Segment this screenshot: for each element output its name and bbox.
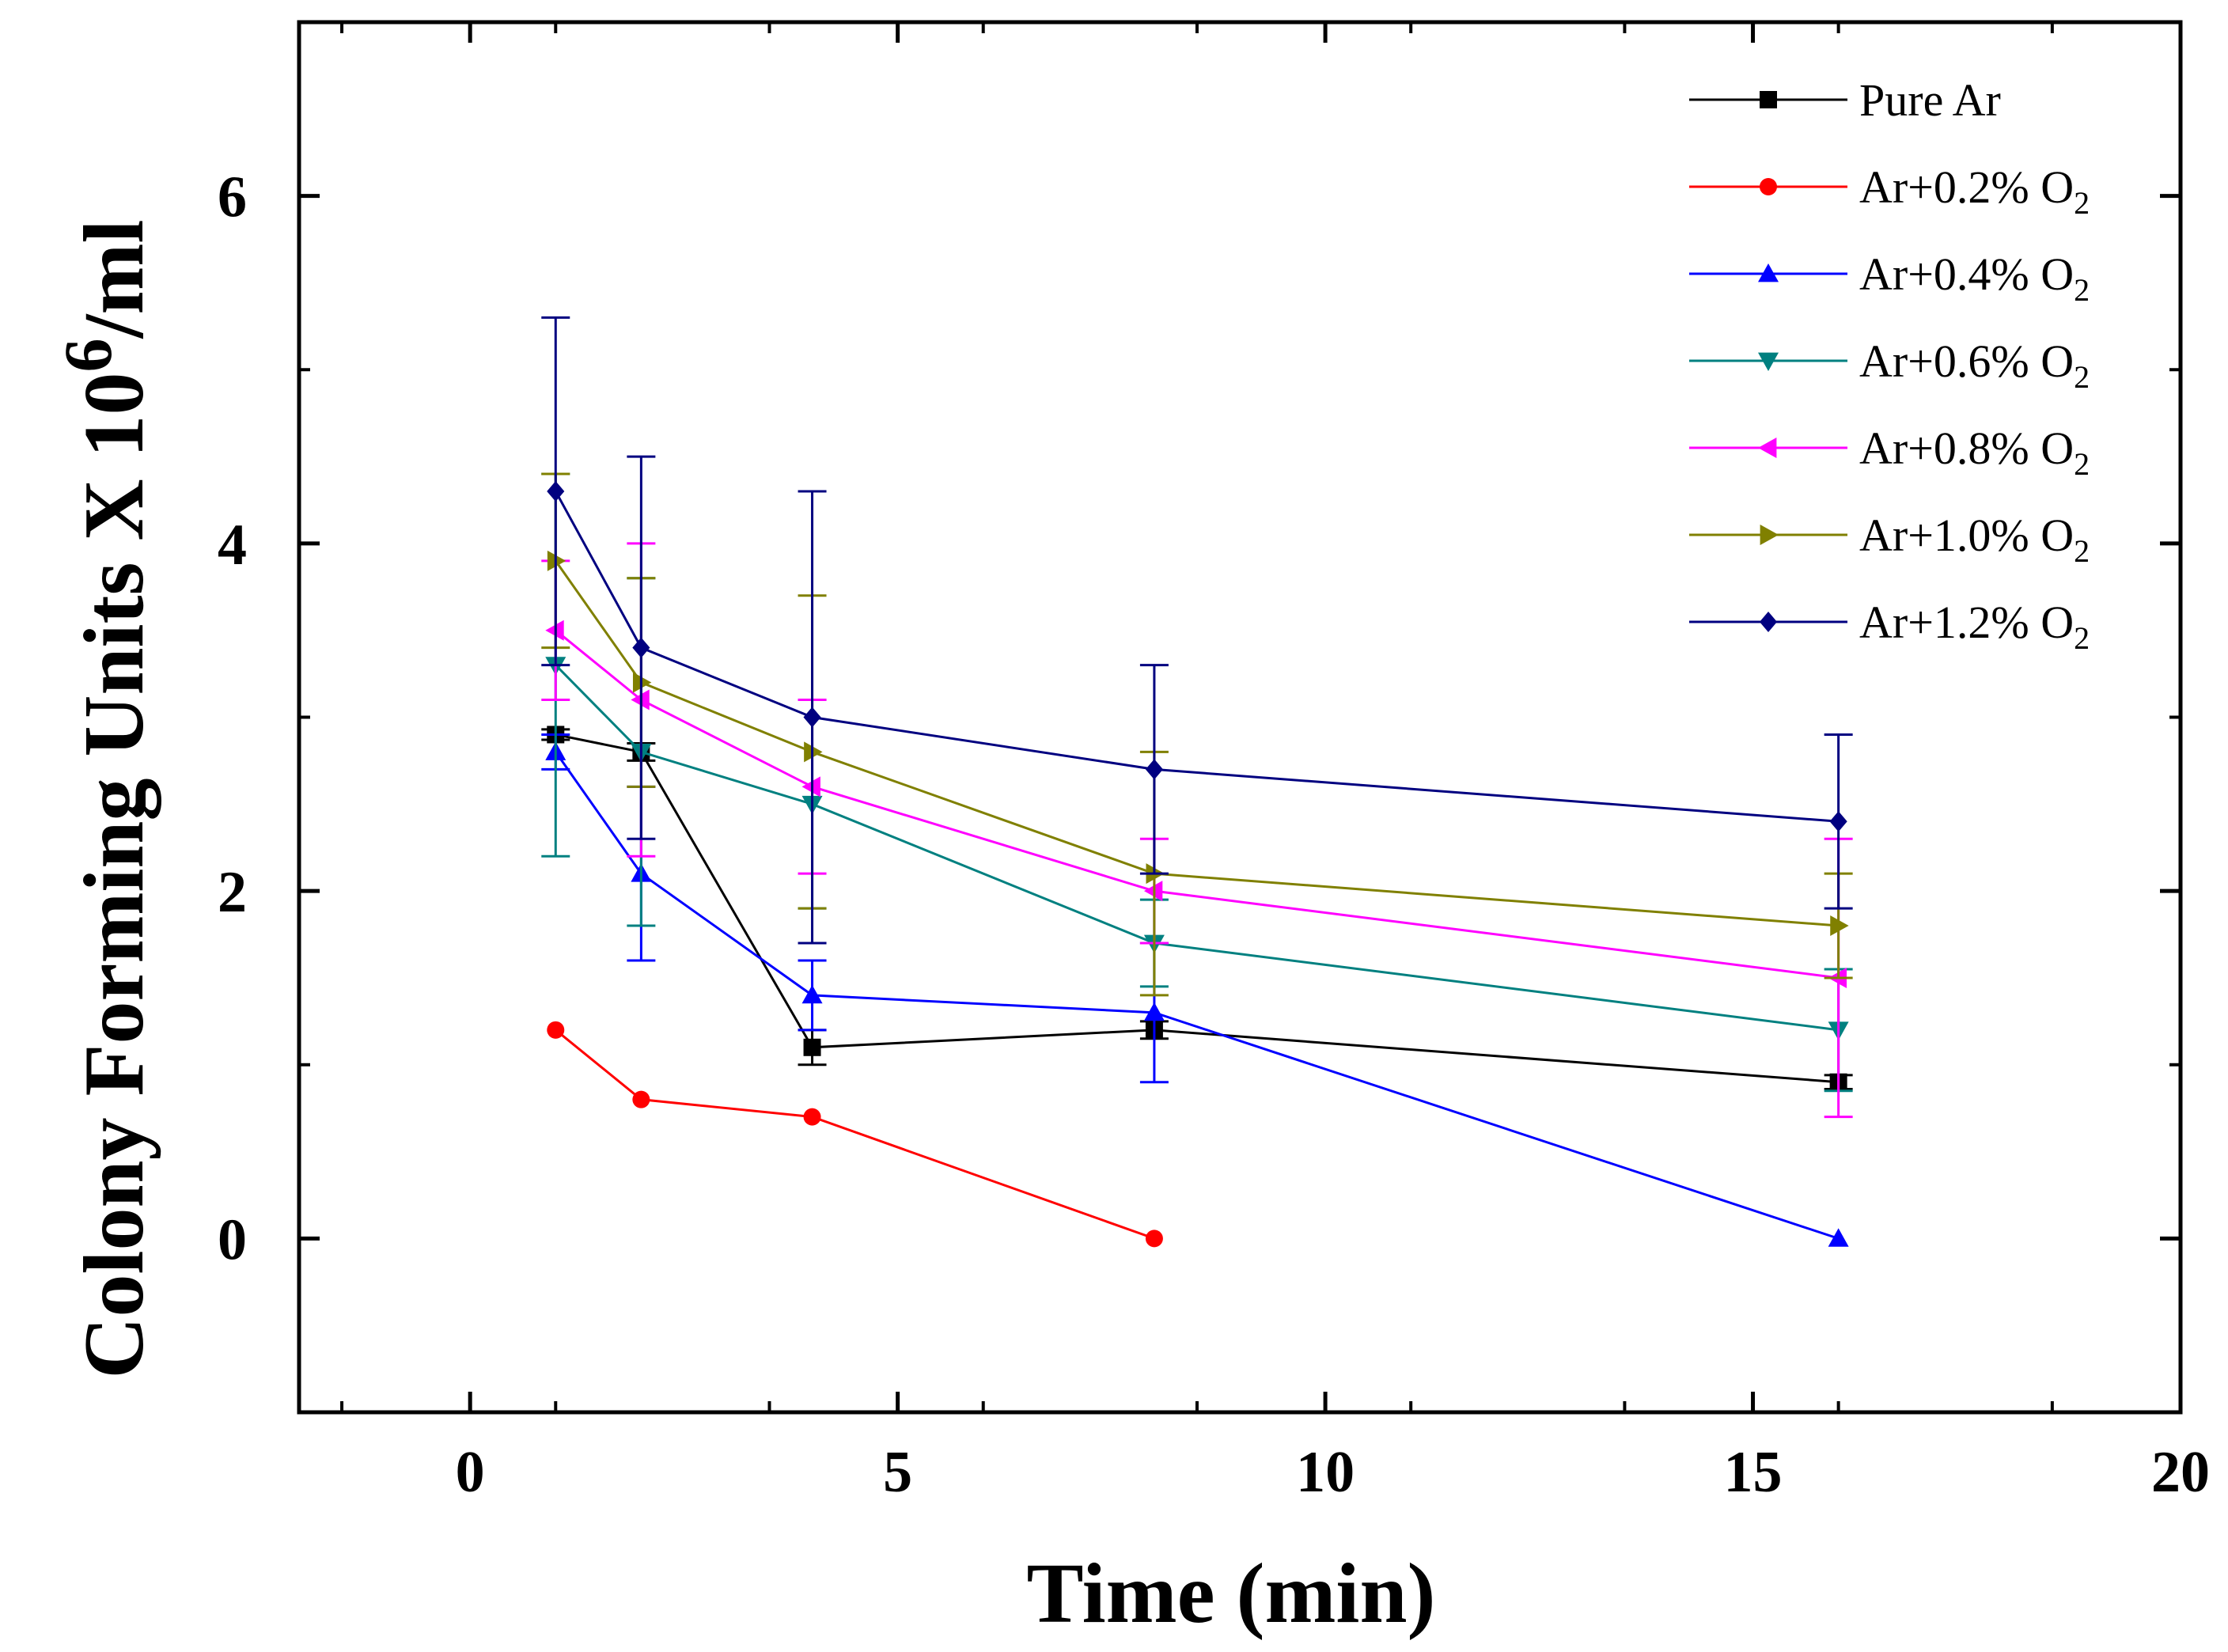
data-point: [803, 1108, 821, 1126]
legend-label: Pure Ar: [1859, 74, 2001, 126]
data-point: [1829, 811, 1847, 832]
legend-label-subscript: 2: [2074, 359, 2090, 395]
x-tick-label: 10: [1296, 1440, 1355, 1505]
data-point: [1145, 1230, 1163, 1248]
legend-label: Ar+0.6% O2: [1859, 335, 2090, 395]
legend-marker: [1758, 263, 1779, 282]
legend-label-subscript: 2: [2074, 620, 2090, 656]
legend-label: Ar+0.8% O2: [1859, 422, 2090, 482]
legend-marker: [1760, 91, 1777, 108]
series-1: [547, 1021, 1163, 1248]
data-point: [803, 1038, 821, 1056]
x-tick-label: 5: [883, 1440, 912, 1505]
axis-ticks: 0 5 10 15 20 0 2 4 6: [218, 21, 2210, 1505]
legend-label: Ar+0.2% O2: [1859, 161, 2090, 221]
legend-label-subscript: 2: [2074, 185, 2090, 221]
legend-label-text: Ar+1.2% O: [1859, 597, 2074, 648]
y-tick-label: 6: [218, 165, 247, 230]
data-point: [632, 637, 650, 658]
y-tick-label: 2: [218, 860, 247, 925]
legend-label-text: Ar+0.8% O: [1859, 422, 2074, 474]
legend-entry-6: Ar+1.2% O2: [1689, 597, 2090, 656]
legend-entry-0: Pure Ar: [1689, 74, 2001, 126]
legend-marker: [1758, 438, 1777, 458]
legend-label: Ar+1.0% O2: [1859, 510, 2090, 569]
legend-label: Ar+0.4% O2: [1859, 248, 2090, 308]
legend-marker: [1759, 612, 1778, 632]
legend-entry-2: Ar+0.4% O2: [1689, 248, 2090, 308]
legend-label-text: Ar+1.0% O: [1859, 510, 2074, 561]
legend-marker: [1760, 525, 1779, 545]
series-line: [555, 664, 1839, 1032]
y-axis-title-exponent: 6: [50, 338, 126, 372]
legend-label-text: Ar+0.2% O: [1859, 161, 2074, 213]
legend-entry-5: Ar+1.0% O2: [1689, 510, 2090, 569]
x-tick-label: 20: [2151, 1440, 2210, 1505]
data-point: [547, 1021, 565, 1039]
legend-marker: [1758, 352, 1779, 371]
y-tick-label: 4: [218, 513, 247, 578]
legend-entry-3: Ar+0.6% O2: [1689, 335, 2090, 395]
legend-entry-4: Ar+0.8% O2: [1689, 422, 2090, 482]
data-point: [1143, 1002, 1165, 1021]
series-line: [555, 1029, 1155, 1240]
data-point: [1828, 1228, 1849, 1247]
series-2: [541, 733, 1849, 1247]
series-line: [555, 559, 1839, 927]
legend-entry-1: Ar+0.2% O2: [1689, 161, 2090, 221]
series-line: [555, 733, 1839, 1084]
legend-label: Ar+1.2% O2: [1859, 597, 2090, 656]
plot-frame: [297, 20, 2183, 1415]
y-axis-title-main: Colony Forming Units X 10: [67, 372, 161, 1378]
x-axis-title: Time (min): [1027, 1547, 1436, 1641]
data-point: [801, 984, 823, 1004]
series-4: [541, 542, 1853, 1119]
y-axis-title: Colony Forming Units X 106/ml: [50, 219, 161, 1378]
legend-label-text: Pure Ar: [1859, 74, 2001, 126]
x-tick-label: 15: [1724, 1440, 1783, 1505]
series-3: [541, 472, 1853, 1093]
series-line: [555, 629, 1839, 979]
data-point: [1830, 915, 1849, 937]
data-point: [632, 1090, 650, 1108]
y-axis-title-unit: /ml: [67, 219, 161, 339]
data-series: [541, 316, 1853, 1248]
series-6: [541, 316, 1853, 945]
legend-label-text: Ar+0.4% O: [1859, 248, 2074, 300]
y-tick-label: 0: [218, 1207, 247, 1272]
legend-label-subscript: 2: [2074, 272, 2090, 308]
data-point: [1145, 759, 1163, 780]
axes: [297, 20, 2183, 1415]
legend-label-text: Ar+0.6% O: [1859, 335, 2074, 387]
x-tick-label: 0: [456, 1440, 485, 1505]
legend-label-subscript: 2: [2074, 533, 2090, 569]
data-point: [803, 707, 821, 728]
legend-marker: [1760, 178, 1777, 195]
data-point: [547, 480, 565, 502]
series-line: [554, 491, 1839, 823]
series-line: [555, 751, 1840, 1240]
legend-label-subscript: 2: [2074, 446, 2090, 482]
